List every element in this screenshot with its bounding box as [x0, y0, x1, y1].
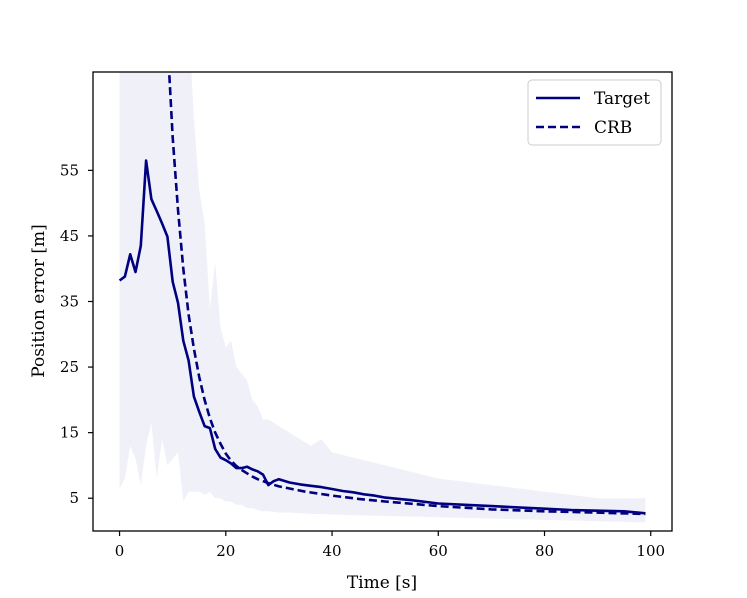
x-axis: 0 20 40 60 80 100 [115, 531, 665, 560]
x-tick-label: 60 [429, 542, 448, 560]
x-tick-label: 100 [636, 542, 665, 560]
x-tick-label: 20 [216, 542, 235, 560]
legend-target-label: Target [594, 89, 650, 109]
x-tick-label: 0 [115, 542, 125, 560]
y-tick-label: 5 [69, 489, 79, 507]
y-tick-label: 45 [60, 227, 79, 245]
y-tick-label: 15 [60, 424, 79, 442]
legend-frame [527, 79, 662, 146]
x-axis-label: Time [s] [347, 573, 417, 593]
y-tick-label: 55 [60, 161, 79, 179]
y-tick-label: 35 [60, 293, 79, 311]
y-axis: 5 15 25 35 45 55 [60, 161, 93, 507]
series-layer [118, 72, 646, 516]
error-spread-band [119, 72, 646, 523]
x-tick-label: 80 [535, 542, 554, 560]
series-crb-line [167, 72, 646, 516]
x-tick-label: 40 [322, 542, 341, 560]
legend: Target CRB [527, 79, 662, 146]
y-axis-label: Position error [m] [29, 224, 49, 377]
legend-crb-label: CRB [594, 118, 632, 138]
y-tick-label: 25 [60, 358, 79, 376]
spread-band-area [119, 72, 646, 523]
series-target-line [118, 159, 646, 515]
